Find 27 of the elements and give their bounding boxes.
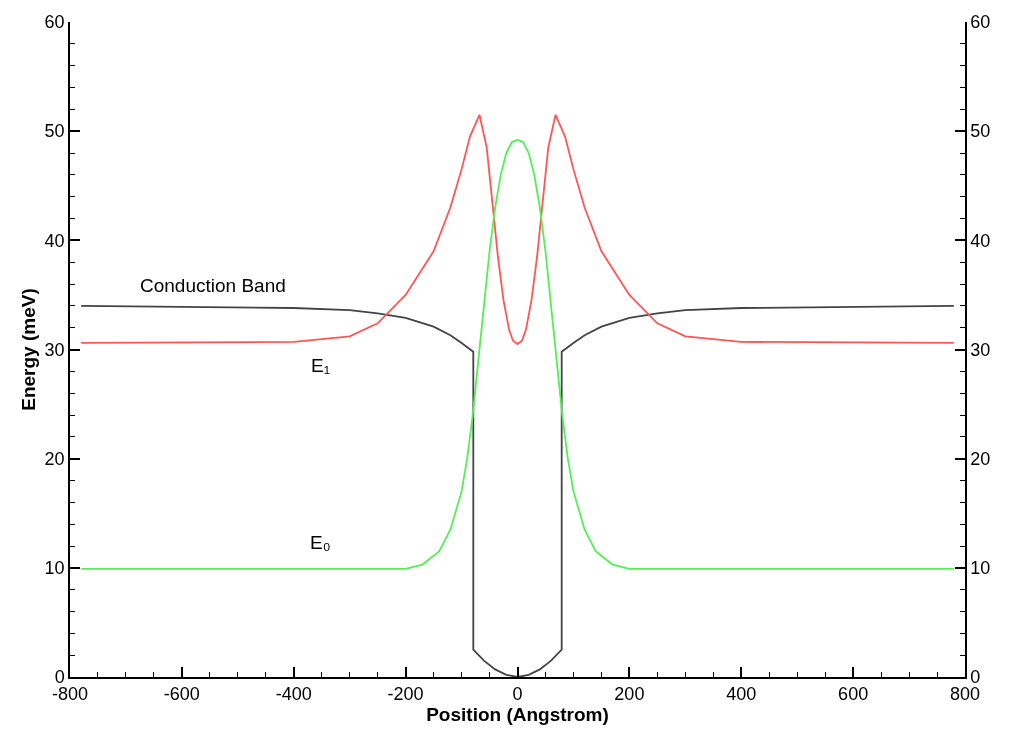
y-tick-label: 50	[44, 121, 65, 142]
x-tick-label: -600	[163, 684, 200, 705]
y2-tick-label: 20	[970, 448, 991, 469]
x-tick-label: 600	[838, 684, 869, 705]
x-tick-label: -200	[387, 684, 424, 705]
x-tick-label: 400	[726, 684, 757, 705]
y2-tick-label: 30	[970, 339, 991, 360]
x-tick-label: 0	[512, 684, 523, 705]
y-axis-title: Energy (meV)	[17, 288, 39, 411]
x-tick-label: -400	[275, 684, 312, 705]
x-axis-title: Position (Angstrom)	[426, 704, 609, 726]
y2-tick-label: 40	[970, 230, 991, 251]
y-tick-label: 20	[44, 448, 65, 469]
y2-tick-label: 50	[970, 121, 991, 142]
y2-tick-label: 60	[970, 12, 991, 33]
line-series	[80, 304, 955, 677]
y-tick-label: 30	[44, 339, 65, 360]
series-label: E₀	[310, 532, 331, 553]
series-label: Conduction Band	[140, 275, 286, 296]
series-label: E₁	[311, 355, 331, 376]
x-tick-label: 200	[614, 684, 645, 705]
y-tick-label: 10	[44, 558, 65, 579]
y-tick-label: 60	[44, 12, 65, 33]
y2-tick-label: 10	[970, 558, 991, 579]
y-tick-label: 40	[44, 230, 65, 251]
line-series	[80, 139, 955, 570]
line-series	[80, 113, 955, 345]
